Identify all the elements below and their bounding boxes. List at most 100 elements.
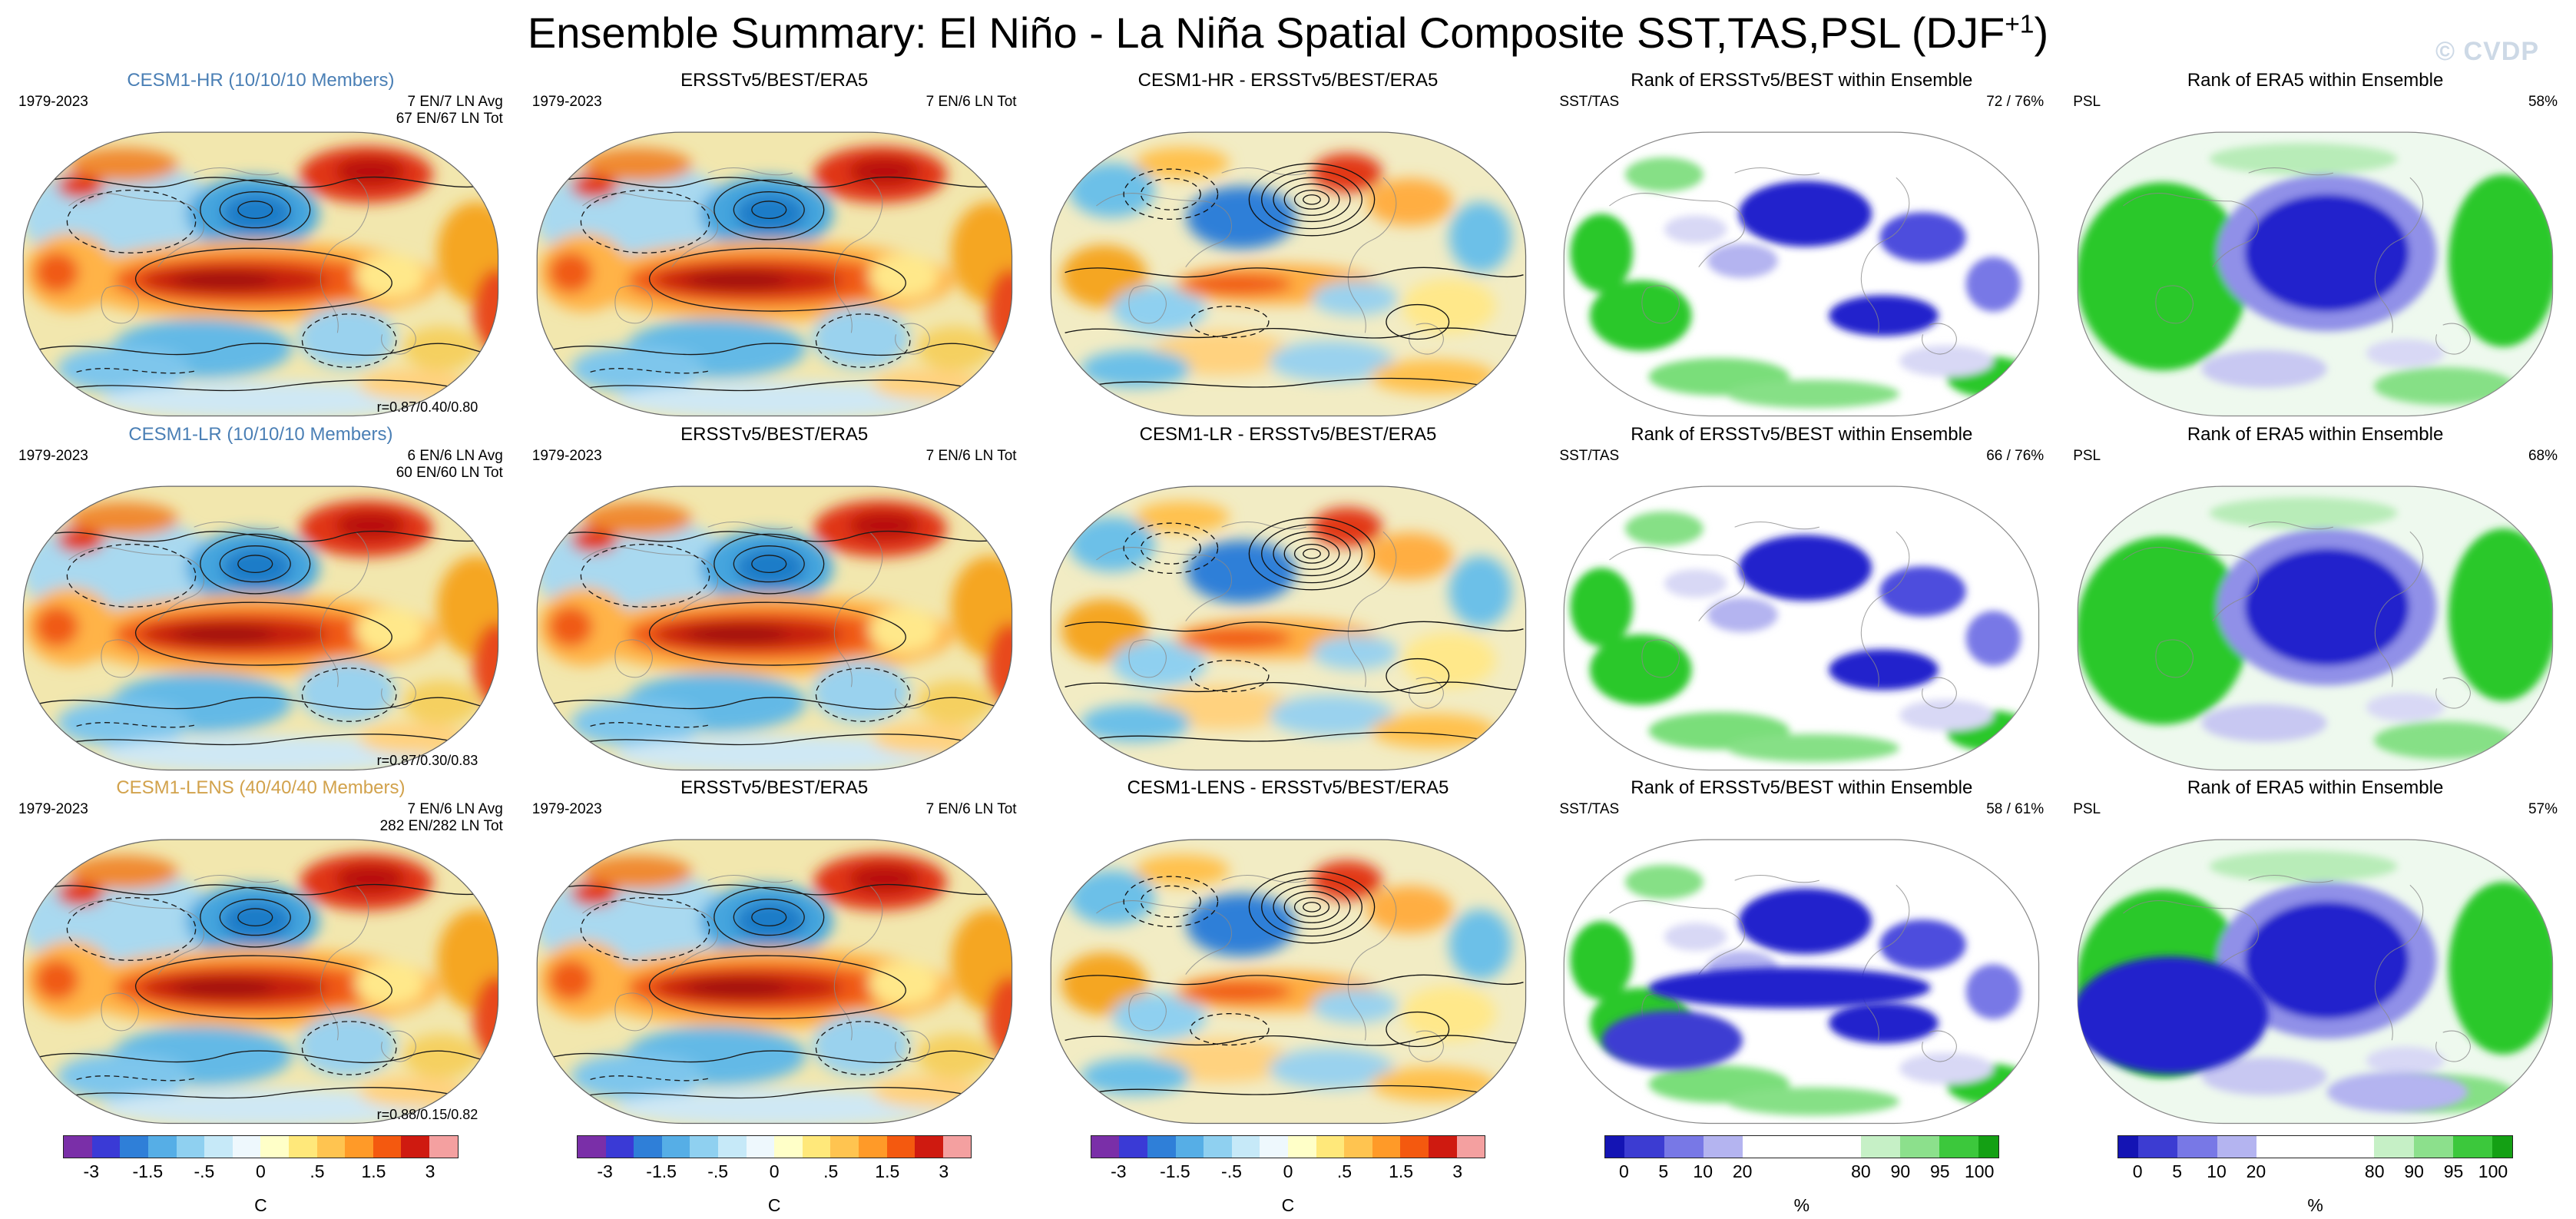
map-composite-cesm1-lens <box>14 835 508 1129</box>
colorbar-segment <box>2413 1135 2453 1158</box>
colorbar-tick-label: 3 <box>425 1161 435 1181</box>
map-rank-sst-tas <box>1555 835 2048 1129</box>
event-avg-label: 7 EN/7 LN Avg <box>407 94 503 110</box>
colorbar-segment <box>690 1135 719 1158</box>
map-composite-observations <box>528 128 1021 422</box>
variable-label: SST/TAS <box>1559 94 1620 110</box>
panel-title: CESM1-HR (10/10/10 Members) <box>127 70 395 91</box>
colorbar-segment <box>915 1135 943 1158</box>
event-count-labels: 7 EN/6 LN Avg 282 EN/282 LN Tot <box>380 801 503 835</box>
panel-subheader: 1979-2023 7 EN/6 LN Avg 282 EN/282 LN To… <box>14 801 508 835</box>
colorbar-tick-label: 80 <box>1851 1161 1871 1181</box>
colorbar-tick-label: 20 <box>2246 1161 2266 1181</box>
colorbar-tick-label: 5 <box>2172 1161 2182 1181</box>
percent-colorbar-ticks: 0 5 10 20 80 90 95 100 <box>2117 1158 2512 1181</box>
pattern-correlation-label: r=0.87/0.40/0.80 <box>376 399 478 415</box>
colorbar-segment <box>1288 1135 1316 1158</box>
colorbar-tick-label: -1.5 <box>646 1161 677 1181</box>
colorbar-tick-label: 1.5 <box>361 1161 386 1181</box>
colorbar-tick-label: 90 <box>1890 1161 1911 1181</box>
colorbar-tick-label: -3 <box>597 1161 613 1181</box>
panel-rank-sst-tas-row3: Rank of ERSSTv5/BEST within Ensemble SST… <box>1555 775 2048 1129</box>
colorbar-tick-label: 5 <box>1658 1161 1669 1181</box>
colorbar-segment <box>2118 1135 2139 1158</box>
colorbar-segment <box>859 1135 887 1158</box>
map-rank-psl <box>2068 128 2562 422</box>
colorbar-segment <box>661 1135 690 1158</box>
colorbar-segment <box>1119 1135 1148 1158</box>
pattern-correlation-label: r=0.88/0.15/0.82 <box>376 1106 478 1122</box>
panel-title: CESM1-LENS - ERSSTv5/BEST/ERA5 <box>1127 777 1449 799</box>
rank-percent-label: 57% <box>2528 801 2558 818</box>
panel-title: CESM1-LR (10/10/10 Members) <box>128 423 393 445</box>
variable-label: PSL <box>2073 447 2101 464</box>
event-total-label: 7 EN/6 LN Tot <box>925 94 1017 110</box>
panel-title: Rank of ERA5 within Ensemble <box>2187 777 2444 799</box>
colorbar-tick-label: 80 <box>2364 1161 2385 1181</box>
variable-label: SST/TAS <box>1559 801 1620 818</box>
colorbar-segment <box>634 1135 662 1158</box>
panel-subheader: SST/TAS 58 / 61% <box>1555 801 2048 835</box>
colorbar-segment <box>1899 1135 1940 1158</box>
temperature-unit-label: C <box>254 1194 267 1215</box>
temperature-unit-label: C <box>1281 1194 1295 1215</box>
colorbar-segment <box>372 1135 402 1158</box>
map-container <box>1041 128 1535 422</box>
page-title: Ensemble Summary: El Niño - La Niña Spat… <box>0 0 2576 58</box>
percent-colorbar-2: 0 5 10 20 80 90 95 100 % <box>2068 1135 2562 1216</box>
map-container <box>2068 482 2562 776</box>
colorbar-segment <box>2492 1135 2512 1158</box>
colorbar-tick-label: 0 <box>1618 1161 1629 1181</box>
panel-rank-sst-tas-row1: Rank of ERSSTv5/BEST within Ensemble SST… <box>1555 68 2048 422</box>
colorbar-segment <box>605 1135 634 1158</box>
panel-subheader: 1979-2023 7 EN/6 LN Tot <box>528 448 1021 482</box>
low-rank-overlay <box>2078 956 2468 1113</box>
period-label: 1979-2023 <box>18 801 88 818</box>
percent-colorbar-ticks: 0 5 10 20 80 90 95 100 <box>1604 1158 1999 1181</box>
panel-subheader: 1979-2023 7 EN/6 LN Tot <box>528 94 1021 128</box>
page-title-main: Ensemble Summary: El Niño - La Niña Spat… <box>527 8 2005 57</box>
colorbar-segment <box>260 1135 290 1158</box>
variable-label: PSL <box>2073 94 2101 110</box>
panel-rank-psl-row3: Rank of ERA5 within Ensemble PSL 57% <box>2068 775 2562 1129</box>
page-title-superscript: +1 <box>2005 10 2035 39</box>
panel-ensemble-cesm1-hr: CESM1-HR (10/10/10 Members) 1979-2023 7 … <box>14 68 508 422</box>
panel-title: CESM1-LENS (40/40/40 Members) <box>116 777 406 799</box>
rank-percent-label: 58% <box>2528 94 2558 110</box>
panel-title: Rank of ERA5 within Ensemble <box>2187 423 2444 445</box>
temperature-colorbar-ticks: -3 -1.5 -.5 0 .5 1.5 3 <box>1091 1158 1485 1181</box>
colorbar-segment <box>120 1135 149 1158</box>
temperature-colorbar-bar <box>63 1135 459 1158</box>
map-container <box>1041 482 1535 776</box>
map-difference-cesm1-lens <box>1041 835 1535 1129</box>
colorbar-segment <box>1978 1135 1998 1158</box>
colorbar-tick-label: 95 <box>2443 1161 2464 1181</box>
panel-difference-cesm1-hr: CESM1-HR - ERSSTv5/BEST/ERA5 <box>1041 68 1535 422</box>
panel-difference-cesm1-lr: CESM1-LR - ERSSTv5/BEST/ERA5 <box>1041 422 1535 776</box>
panel-title: ERSSTv5/BEST/ERA5 <box>680 423 869 445</box>
colorbar-segment <box>718 1135 747 1158</box>
colorbar-segment <box>232 1135 261 1158</box>
colorbar-tick-label: -1.5 <box>132 1161 164 1181</box>
rank-percent-label: 72 / 76% <box>1986 94 2045 110</box>
colorbar-segment <box>1147 1135 1176 1158</box>
cvdp-watermark: © CVDP <box>2435 37 2539 66</box>
panel-rank-psl-row1: Rank of ERA5 within Ensemble PSL 58% <box>2068 68 2562 422</box>
panel-subheader <box>1041 448 1535 482</box>
event-total-label: 67 EN/67 LN Tot <box>396 111 503 127</box>
colorbar-tick-label: -3 <box>1111 1161 1127 1181</box>
map-composite-cesm1-lr <box>14 482 508 776</box>
colorbar-segment <box>1742 1135 1861 1158</box>
map-container <box>1555 128 2048 422</box>
colorbar-tick-label: 0 <box>769 1161 780 1181</box>
colorbar-segment <box>1604 1135 1625 1158</box>
percent-unit-label: % <box>2307 1194 2323 1215</box>
map-composite-observations <box>528 835 1021 1129</box>
colorbar-segment <box>316 1135 346 1158</box>
colorbar-tick-label: .5 <box>1336 1161 1353 1181</box>
map-container: r=0.87/0.30/0.83 <box>14 482 508 776</box>
colorbar-segment <box>1860 1135 1900 1158</box>
map-container: r=0.87/0.40/0.80 <box>14 128 508 422</box>
panel-title: Rank of ERA5 within Ensemble <box>2187 70 2444 91</box>
colorbar-tick-label: 3 <box>1452 1161 1462 1181</box>
